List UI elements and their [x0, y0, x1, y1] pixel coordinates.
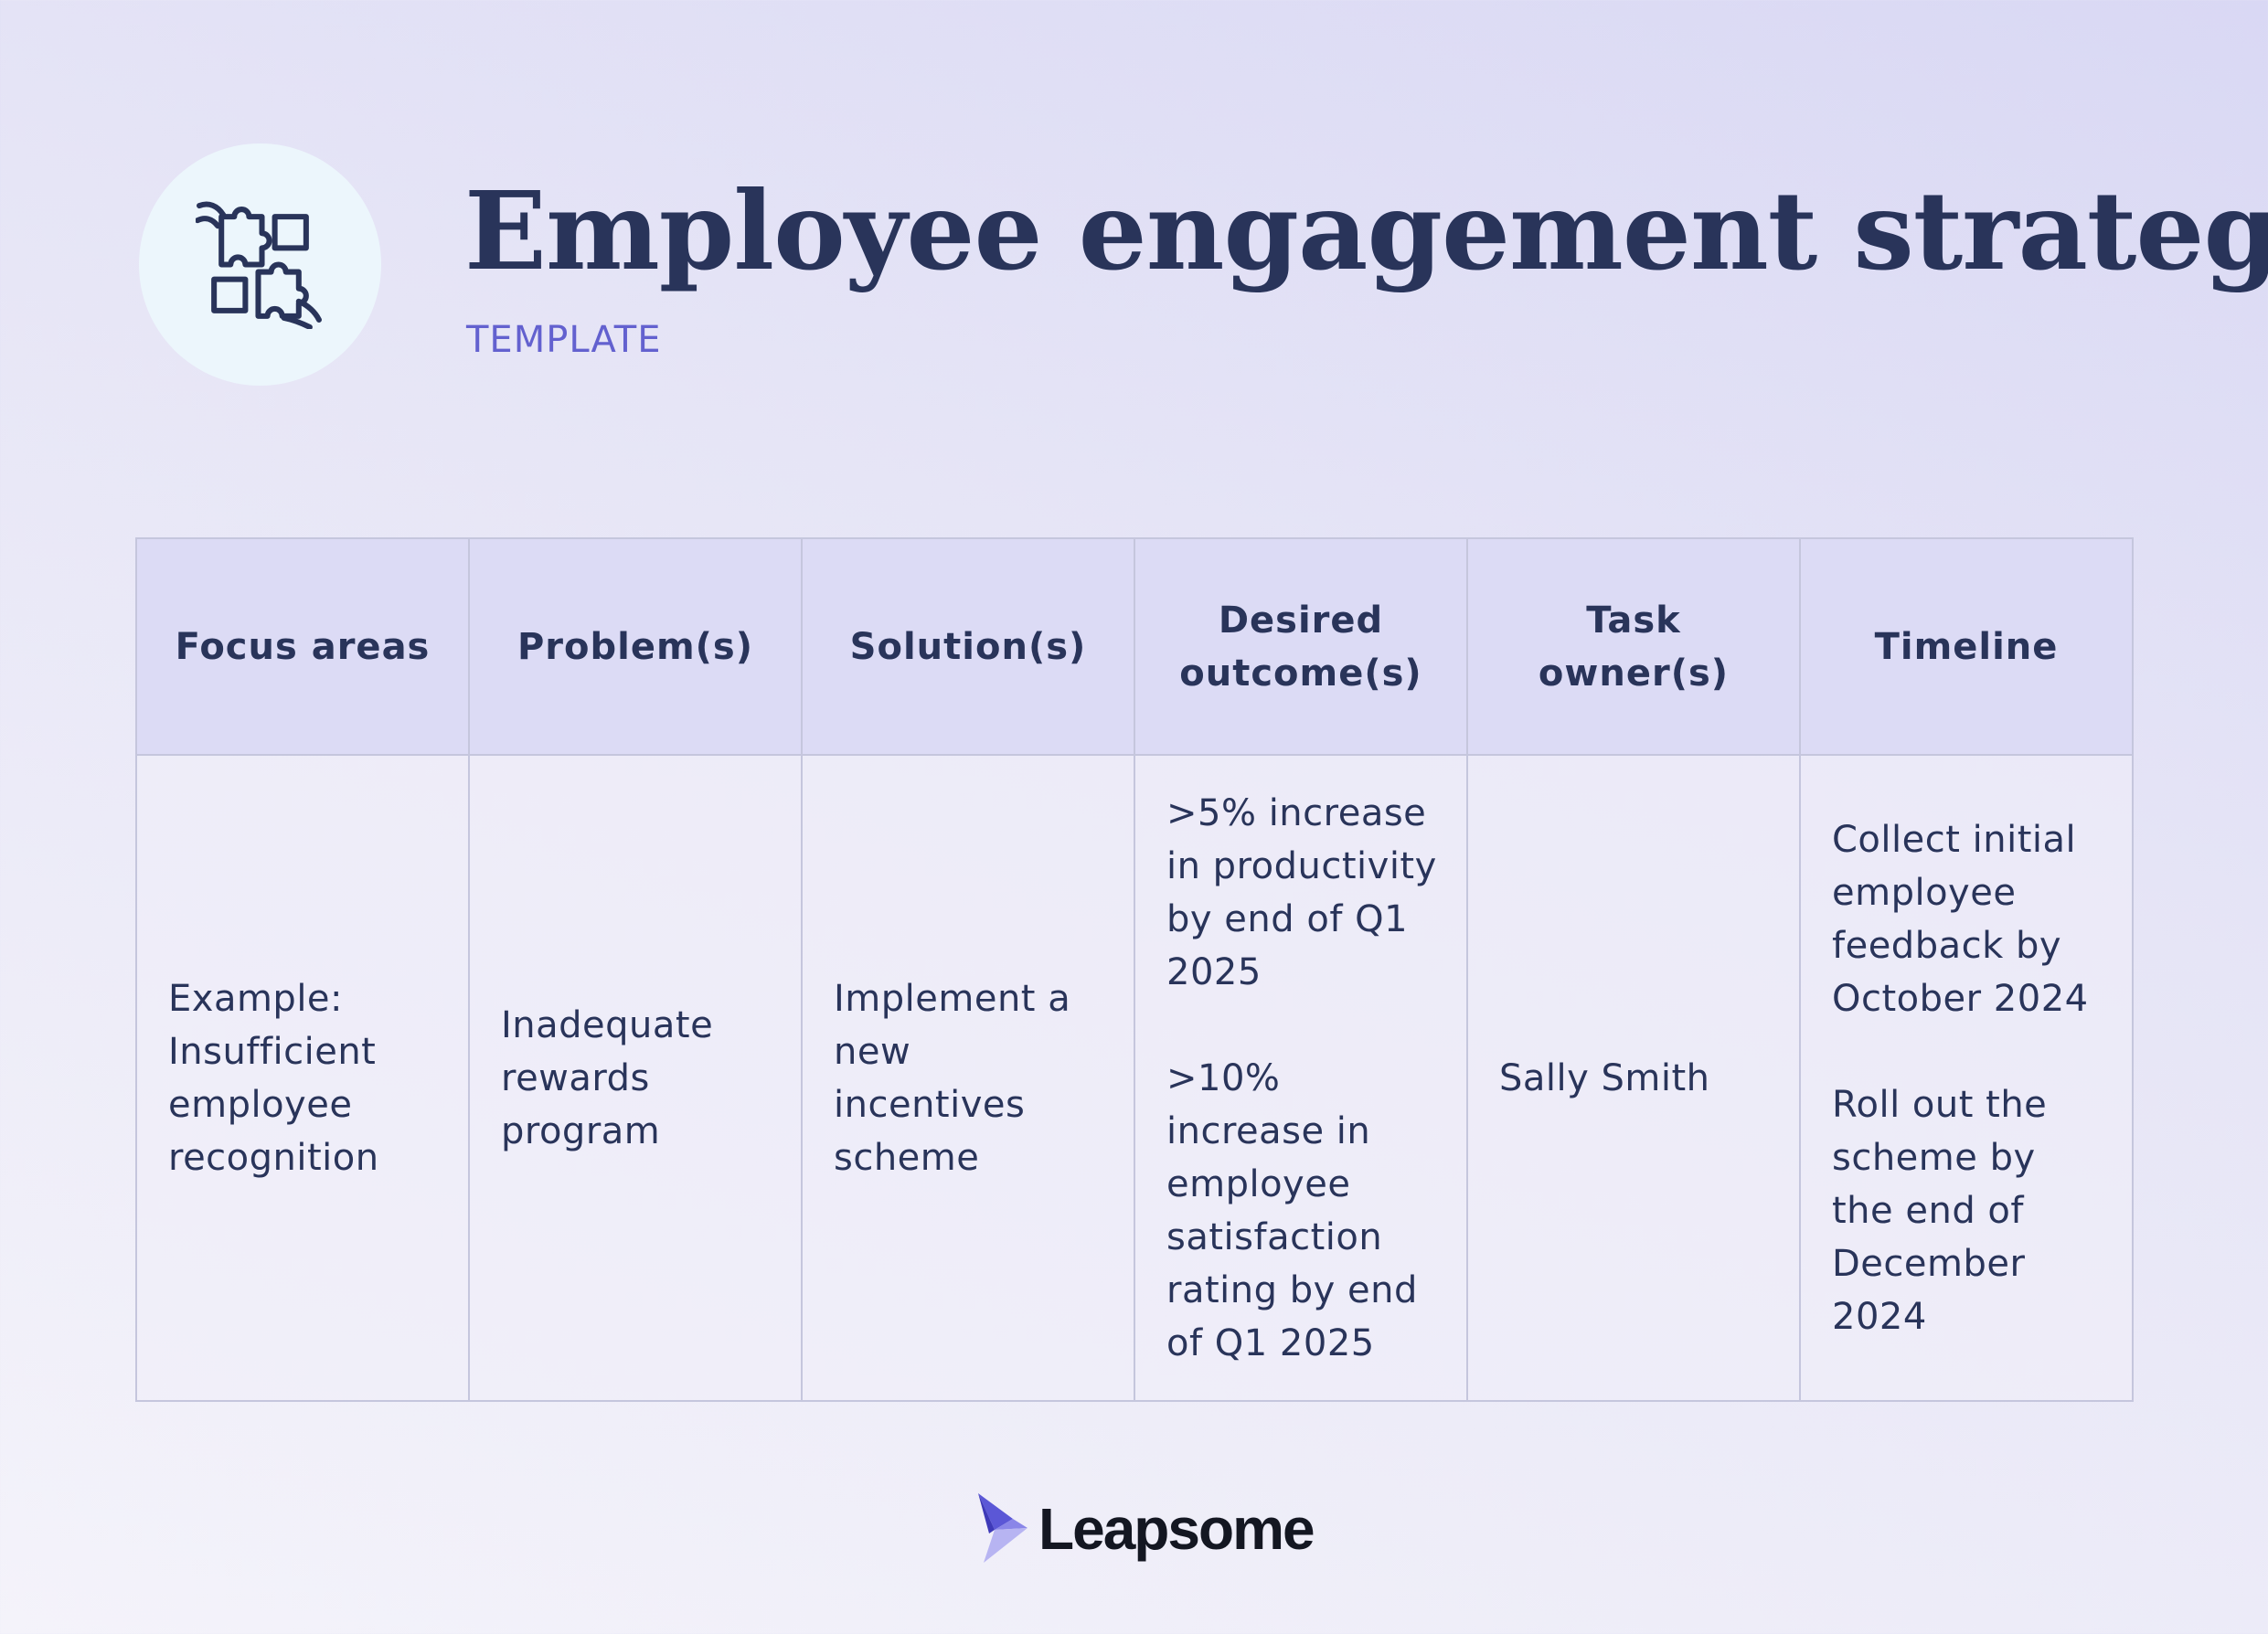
leapsome-logo: Leapsome [976, 1492, 1315, 1565]
table-header-row: Focus areas Problem(s) Solution(s) Desir… [135, 537, 2134, 756]
header: Employee engagement strategy TEMPLATE [0, 0, 2268, 420]
icon-badge [139, 143, 381, 386]
column-header-focus-areas: Focus areas [135, 537, 470, 756]
cell-text: Collect initial employee feedback by Oct… [1832, 818, 2089, 1338]
leapsome-bird-icon [978, 1493, 1028, 1563]
cell-desired-outcome: >5% increase in productivity by end of Q… [1134, 754, 1468, 1402]
puzzle-pieces-hands-icon [196, 201, 322, 329]
cell-solution: Implement a new incentives scheme [801, 754, 1135, 1402]
column-header-solutions: Solution(s) [801, 537, 1135, 756]
column-header-task-owners: Task owner(s) [1466, 537, 1801, 756]
cell-focus-area: Example: Insufficient employee recogniti… [135, 754, 470, 1402]
strategy-table: Focus areas Problem(s) Solution(s) Desir… [135, 537, 2134, 1402]
page-subtitle: TEMPLATE [466, 319, 662, 361]
cell-text: Sally Smith [1499, 1056, 1710, 1099]
cell-text: Example: Insufficient employee recogniti… [168, 977, 379, 1179]
column-header-desired-outcomes: Desired outcome(s) [1134, 537, 1468, 756]
page-title: Employee engagement strategy [464, 167, 2268, 294]
logo-text: Leapsome [1038, 1496, 1315, 1562]
cell-text: Implement a new incentives scheme [834, 977, 1071, 1179]
cell-problem: Inadequate rewards program [468, 754, 803, 1402]
cell-task-owner: Sally Smith [1466, 754, 1801, 1402]
cell-timeline: Collect initial employee feedback by Oct… [1799, 754, 2134, 1402]
cell-text: >5% increase in productivity by end of Q… [1166, 791, 1437, 1364]
table-row: Example: Insufficient employee recogniti… [135, 754, 2134, 1402]
column-header-problems: Problem(s) [468, 537, 803, 756]
column-header-timeline: Timeline [1799, 537, 2134, 756]
cell-text: Inadequate rewards program [501, 1003, 714, 1152]
